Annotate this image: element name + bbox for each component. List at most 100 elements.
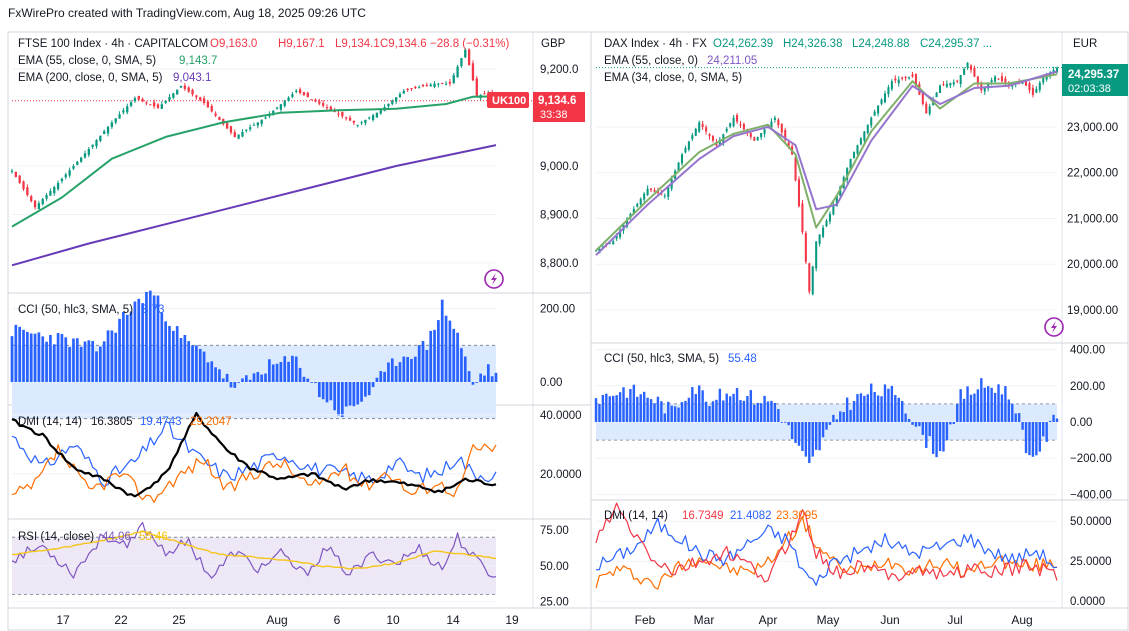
dax-candle	[701, 123, 704, 127]
ftse-cci-bar	[214, 367, 217, 382]
ftse-price-tick-label: 9,200.0	[540, 64, 578, 76]
dax-candle	[938, 85, 942, 93]
dax-cci-bar	[959, 389, 962, 422]
ftse-candle	[206, 101, 210, 108]
ftse-cci-bar	[218, 369, 221, 382]
ftse-candle	[68, 170, 71, 176]
ftse-cci-bar	[410, 358, 413, 382]
ftse-candle	[168, 96, 171, 100]
ftse-cci-bar	[202, 351, 206, 382]
ftse-cci-bar	[352, 382, 356, 407]
ftse-cci-bar	[398, 362, 402, 382]
dax-candle	[925, 103, 928, 114]
ftse-cci-bar	[141, 303, 144, 382]
ftse-cci-bar	[221, 378, 225, 382]
dax-candle	[612, 241, 615, 245]
ftse-candle	[371, 115, 375, 120]
dax-candle	[801, 203, 804, 233]
dax-cci-bar	[980, 378, 983, 422]
dax-candle	[680, 154, 684, 164]
ftse-cci-bar	[283, 356, 287, 382]
dax-candle	[732, 117, 735, 127]
dax-badge-countdown: 02:03:38	[1068, 83, 1111, 95]
dax-candle	[963, 68, 966, 75]
dax-cci-bar	[911, 422, 914, 425]
ftse-cci-bar	[118, 318, 121, 382]
dax-cci-bar	[969, 394, 973, 422]
dax-x-label: May	[817, 613, 840, 627]
ftse-rsi-tick-label: 25.00	[540, 597, 569, 609]
dax-cci-bar	[794, 422, 797, 444]
ftse-dmi-tick-label: 20.0000	[540, 469, 582, 481]
dax-cci-bar	[797, 422, 801, 446]
dax-cci-bar	[931, 422, 935, 454]
dax-candle	[780, 123, 783, 133]
ftse-cci-bar	[298, 367, 302, 382]
dax-candle	[969, 65, 973, 70]
credit-text: FxWirePro created with TradingView.com, …	[8, 6, 366, 20]
dax-cci-bar	[938, 422, 942, 452]
ftse-cci-bar	[33, 333, 37, 382]
dax-x-label: Jul	[947, 613, 962, 627]
ftse-cci-bar	[271, 364, 275, 382]
dax-candle	[839, 186, 842, 197]
dax-candle	[880, 99, 883, 104]
ftse-cci-bar	[229, 382, 233, 388]
dax-cci-bar	[1004, 386, 1007, 422]
dax-candle	[794, 157, 797, 181]
ftse-cci-bar	[152, 295, 156, 382]
dax-cci-bar	[825, 422, 828, 430]
ftse-dmi-label: DMI (14, 14)	[18, 416, 82, 428]
dax-candle	[994, 76, 997, 82]
ftse-open: O9,163.0	[210, 38, 257, 50]
ftse-candle	[30, 196, 33, 202]
ftse-candle	[18, 175, 21, 183]
dax-cci-bar	[653, 403, 656, 422]
dax-price-tick-label: 20,000.00	[1067, 259, 1118, 271]
ftse-cci-bar	[302, 376, 306, 382]
ftse-rsi-tick-label: 50.00	[540, 561, 569, 573]
dax-candle	[677, 162, 680, 172]
ftse-price-tick-label: 8,900.0	[540, 209, 578, 221]
ftse-cci-bar	[241, 378, 244, 382]
ftse-cci-bar	[83, 341, 87, 382]
dax-candle	[725, 128, 728, 132]
ftse-candle	[245, 129, 248, 131]
dax-candle	[904, 76, 907, 79]
ftse-cci-bar	[486, 364, 490, 382]
ftse-cci-bar	[87, 340, 91, 382]
ftse-cci-value: 8.73	[142, 304, 164, 316]
ftse-cci-bar	[294, 356, 298, 382]
ftse-cci-bar	[72, 338, 75, 382]
ftse-cci-bar	[448, 320, 452, 382]
ftse-dmi-orange-line	[11, 443, 497, 503]
ftse-cci-bar	[29, 333, 33, 382]
flash-icon[interactable]	[484, 269, 504, 289]
dax-candle	[811, 266, 814, 295]
ftse-candle	[398, 94, 402, 98]
dax-cci-bar	[956, 403, 959, 422]
dax-dmi-label: DMI (14, 14)	[604, 510, 668, 522]
ftse-badge-price: 9,134.6	[538, 95, 576, 107]
dax-candle	[815, 241, 818, 269]
dax-cci-bar	[773, 402, 777, 422]
dax-ema55-value: 24,211.05	[707, 55, 757, 67]
dax-cci-bar	[663, 413, 667, 422]
dax-cci-bar	[863, 395, 866, 422]
ftse-candle	[76, 161, 79, 165]
dax-cci-bar	[839, 411, 842, 422]
dax-cci-bar	[1007, 399, 1011, 422]
ftse-cci-bar	[402, 356, 406, 382]
dax-cci-bar	[594, 398, 598, 422]
ftse-rsi-yellow-line	[11, 530, 497, 570]
flash-icon[interactable]	[1044, 317, 1064, 337]
dax-cci-bar	[711, 401, 715, 422]
dax-candle	[901, 77, 904, 79]
dax-cci-bar	[921, 422, 925, 435]
ftse-cci-bar	[45, 341, 48, 382]
dax-cci-bar	[770, 400, 773, 422]
dax-candle	[684, 147, 687, 153]
ftse-cci-bar	[41, 336, 45, 382]
dax-cci-tick-label: 200.00	[1070, 381, 1105, 393]
ftse-x-label: 25	[172, 613, 186, 627]
